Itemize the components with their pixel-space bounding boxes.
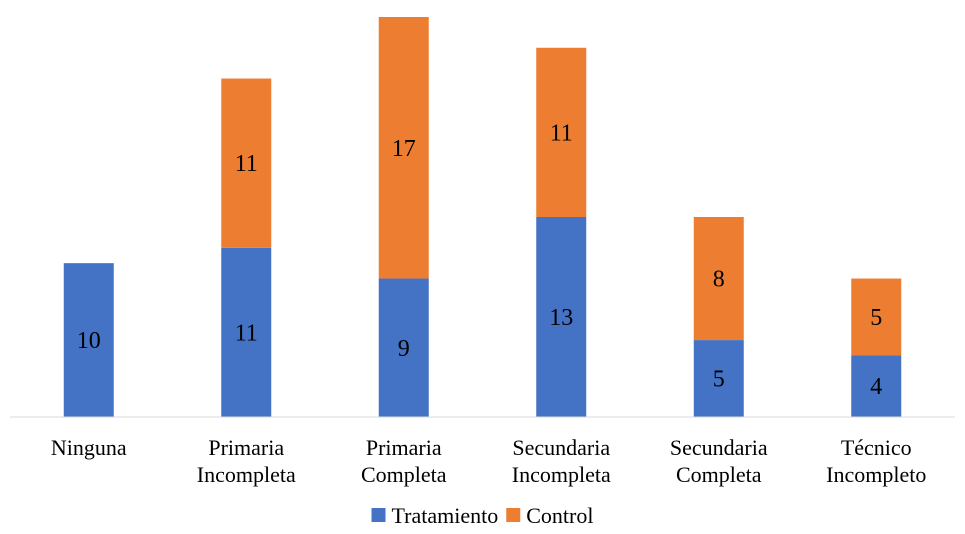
x-tick-label-5-0: Técnico bbox=[841, 435, 912, 460]
x-tick-label-1-0: Primaria bbox=[208, 435, 284, 460]
bar-tratamiento-3 bbox=[536, 217, 587, 417]
bar-tratamiento-2 bbox=[378, 278, 429, 417]
bar-tratamiento-5 bbox=[851, 355, 902, 417]
bar-control-1 bbox=[221, 78, 272, 248]
bar-tratamiento-1 bbox=[221, 247, 272, 417]
data-label-control-3: 11 bbox=[550, 120, 573, 146]
x-tick-label-5-1: Incompleto bbox=[826, 462, 926, 487]
data-label-tratamiento-0: 10 bbox=[77, 328, 101, 354]
x-tick-label-3-0: Secundaria bbox=[512, 435, 610, 460]
data-label-tratamiento-4: 5 bbox=[713, 367, 725, 393]
x-tick-label-4-1: Completa bbox=[676, 462, 762, 487]
legend-label-control: Control bbox=[526, 503, 593, 528]
x-tick-label-0-0: Ninguna bbox=[51, 435, 127, 460]
bar-tratamiento-4 bbox=[693, 340, 744, 417]
data-label-control-5: 5 bbox=[870, 305, 882, 331]
bar-control-5 bbox=[851, 278, 902, 356]
legend: Tratamiento Control bbox=[371, 503, 593, 528]
data-label-tratamiento-3: 13 bbox=[549, 305, 573, 331]
x-tick-label-1-1: Incompleta bbox=[197, 462, 296, 487]
legend-label-tratamiento: Tratamiento bbox=[392, 503, 499, 528]
x-tick-labels: Ninguna PrimariaIncompletaPrimariaComplet… bbox=[51, 435, 926, 487]
x-tick-label-2-0: Primaria bbox=[366, 435, 442, 460]
bar-control-4 bbox=[693, 217, 744, 341]
legend-swatch-tratamiento bbox=[371, 508, 386, 522]
data-label-control-4: 8 bbox=[713, 267, 725, 293]
legend-swatch-control bbox=[506, 508, 521, 522]
x-tick-label-4-0: Secundaria bbox=[670, 435, 768, 460]
bar-control-2 bbox=[378, 17, 429, 279]
bar-control-3 bbox=[536, 47, 587, 218]
data-label-tratamiento-2: 9 bbox=[398, 336, 410, 362]
x-tick-label-3-1: Incompleta bbox=[512, 462, 611, 487]
bars-group: 10 11 11 9 17 13 11 5 8 4 5 bbox=[63, 17, 902, 417]
data-label-control-2: 17 bbox=[392, 136, 416, 162]
data-label-tratamiento-1: 11 bbox=[235, 320, 258, 346]
data-label-tratamiento-5: 4 bbox=[870, 374, 882, 400]
data-label-control-1: 11 bbox=[235, 151, 258, 177]
bar-tratamiento-0 bbox=[63, 263, 114, 417]
x-tick-label-2-1: Completa bbox=[361, 462, 447, 487]
